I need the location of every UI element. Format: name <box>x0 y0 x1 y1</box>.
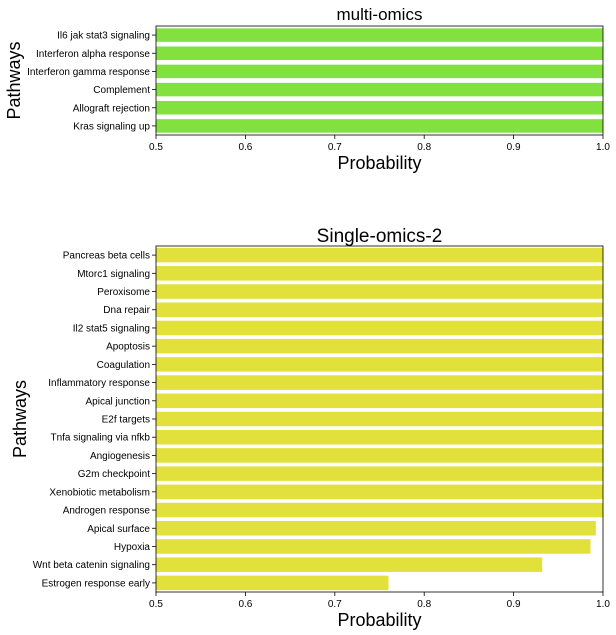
chart2-bar <box>156 539 591 554</box>
chart2-bar <box>156 557 543 572</box>
chart2-y-tick-label: Tnfa signaling via nfkb <box>50 433 150 444</box>
chart1-x-tick-label: 0.8 <box>417 142 431 153</box>
chart2-x-tick-label: 0.8 <box>417 599 431 610</box>
chart1-y-tick-label: Complement <box>93 85 150 96</box>
chart1-bar <box>156 28 603 42</box>
chart2-y-tick-label: Hypoxia <box>114 542 151 553</box>
chart1-x-axis-label: Probability <box>337 153 421 173</box>
chart1-x-tick-label: 0.5 <box>149 142 163 153</box>
chart2-bar <box>156 266 603 281</box>
chart1-x-tick-label: 0.6 <box>238 142 252 153</box>
chart2-axes-frame <box>155 245 604 593</box>
chart2-x-tick-label: 1.0 <box>596 599 610 610</box>
chart2-y-tick-label: Xenobiotic metabolism <box>49 487 150 498</box>
chart2-bar <box>156 502 603 518</box>
chart2-y-tick-label: Apical junction <box>86 396 150 407</box>
chart2-y-tick-label: Il2 stat5 signaling <box>73 323 150 334</box>
chart1-bar <box>156 82 603 97</box>
chart2-bar <box>156 247 603 263</box>
chart2-y-tick-label: Angiogenesis <box>90 451 150 462</box>
chart2-bar <box>156 575 389 591</box>
chart2-bar <box>156 284 603 299</box>
chart1-bar <box>156 46 603 60</box>
chart2-y-tick-label: Estrogen response early <box>42 578 150 589</box>
chart2-bar <box>156 484 603 500</box>
chart2-x-tick-label: 0.7 <box>328 599 342 610</box>
chart1-bar <box>156 101 603 115</box>
chart2-y-tick-label: G2m checkpoint <box>78 469 150 480</box>
chart2-y-tick-label: Pancreas beta cells <box>63 251 150 262</box>
chart2-bar <box>156 302 603 317</box>
chart1-y-tick-label: Allograft rejection <box>73 103 150 114</box>
chart1-y-tick-label: Interferon gamma response <box>27 67 150 78</box>
chart2-y-tick-label: Apoptosis <box>106 342 150 353</box>
chart2-x-axis-label: Probability <box>337 610 421 630</box>
chart2-y-tick-label: Wnt beta catenin signaling <box>33 560 150 571</box>
chart2-title: Single-omics-2 <box>317 226 443 247</box>
chart1-bar <box>156 64 603 79</box>
chart1-y-tick-label: Kras signaling up <box>73 121 150 132</box>
chart2-y-tick-label: E2f targets <box>102 415 150 426</box>
chart2-y-axis-label: Pathways <box>10 380 30 458</box>
chart1-title: multi-omics <box>337 5 423 24</box>
chart1-y-axis-label: Pathways <box>4 41 24 119</box>
chart2-y-tick-label: Androgen response <box>63 506 151 517</box>
chart2-bar <box>156 320 603 336</box>
chart1-y-tick-label: Il6 jak stat3 signaling <box>57 31 150 42</box>
chart1-x-tick-label: 0.9 <box>507 142 521 153</box>
chart2-bar <box>156 338 603 354</box>
chart2-y-tick-label: Peroxisome <box>97 287 150 298</box>
chart2-bar <box>156 393 603 409</box>
chart2-bar <box>156 411 603 427</box>
chart2-y-tick-label: Mtorc1 signaling <box>77 269 150 280</box>
chart2-bar <box>156 429 603 445</box>
chart2-x-tick-label: 0.6 <box>238 599 252 610</box>
chart2-bar <box>156 466 603 481</box>
chart2-y-tick-label: Dna repair <box>103 305 150 316</box>
chart2-x-tick-label: 0.9 <box>507 599 521 610</box>
chart2-y-tick-label: Inflammatory response <box>48 378 150 389</box>
chart2-bar <box>156 375 603 390</box>
chart2-bar <box>156 521 596 536</box>
chart2-bar <box>156 448 603 463</box>
chart2-x-tick-label: 0.5 <box>149 599 163 610</box>
chart1-bar <box>156 119 603 133</box>
chart2-bar <box>156 357 603 372</box>
chart1-axes-frame <box>155 25 604 136</box>
chart1-x-tick-label: 1.0 <box>596 142 610 153</box>
chart2-y-tick-label: Apical surface <box>87 524 150 535</box>
chart1-x-tick-label: 0.7 <box>328 142 342 153</box>
chart2-y-tick-label: Coagulation <box>97 360 150 371</box>
chart1-y-tick-label: Interferon alpha response <box>36 49 150 60</box>
